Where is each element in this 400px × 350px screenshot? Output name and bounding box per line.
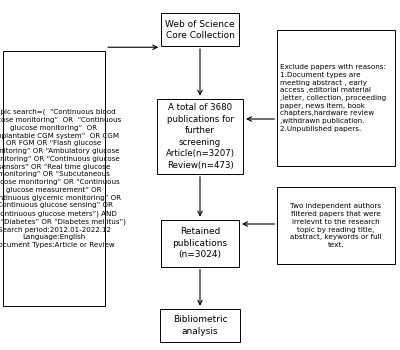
- Text: Two independent authors
flitered papers that were
irrelevnt to the research
topi: Two independent authors flitered papers …: [290, 203, 382, 248]
- FancyBboxPatch shape: [161, 220, 239, 267]
- Text: Bibliometric
analysis: Bibliometric analysis: [173, 315, 227, 336]
- Text: Exclude papers with reasons:
1.Document types are
meeting abstract , early
acces: Exclude papers with reasons: 1.Document …: [280, 64, 386, 132]
- Text: Retained
publications
(n=3024): Retained publications (n=3024): [172, 227, 228, 259]
- Text: Topic search=(  “Continuous blood
glucose monitoring”  OR  “Continuous
glucose m: Topic search=( “Continuous blood glucose…: [0, 109, 126, 248]
- Text: A total of 3680
publications for
further
screening
Article(n=3207)
Review(n=473): A total of 3680 publications for further…: [166, 103, 234, 170]
- FancyBboxPatch shape: [161, 13, 239, 46]
- FancyBboxPatch shape: [277, 30, 395, 166]
- Text: Web of Science
Core Collection: Web of Science Core Collection: [165, 20, 235, 40]
- FancyBboxPatch shape: [3, 51, 105, 306]
- FancyBboxPatch shape: [157, 99, 243, 174]
- FancyBboxPatch shape: [277, 187, 395, 264]
- FancyBboxPatch shape: [160, 309, 240, 342]
